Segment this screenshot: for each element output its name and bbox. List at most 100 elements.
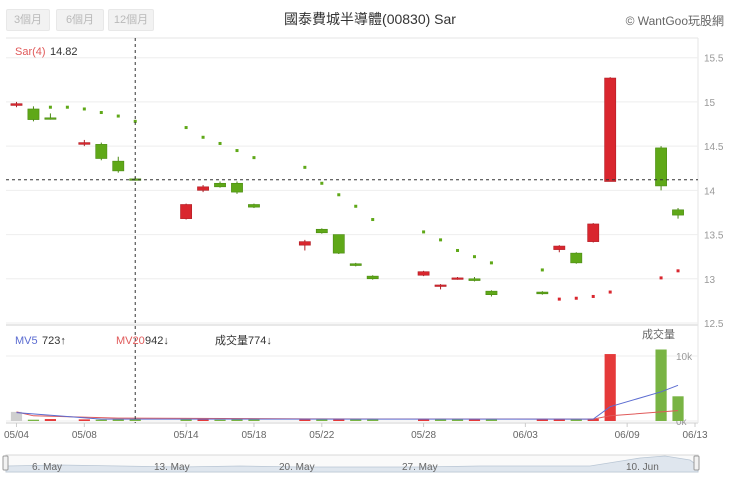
candle-body [78,142,91,145]
sar-point [371,218,375,222]
sar-point [557,297,561,301]
volume-bar [553,419,565,421]
candle-body [112,160,125,172]
candle-body [248,204,260,208]
candle-body [298,241,311,246]
navigator-label: 13. May [154,462,190,473]
volume-bar [214,419,226,421]
sar-point [608,290,612,294]
date-tick-label: 06/03 [513,430,538,441]
date-tick-label: 06/13 [682,430,707,441]
candle-body [231,182,243,193]
sar-point [82,107,86,111]
volume-bar [417,419,430,421]
volume-bar [672,396,684,421]
volume-bar [44,419,57,421]
site-credit[interactable]: © WantGoo玩股網 [625,14,724,28]
sar-point [591,294,595,298]
date-tick-label: 05/22 [309,430,334,441]
sar-point [201,135,205,139]
range-6-months-button[interactable]: 6個月 [56,9,104,31]
mv5-line [16,384,679,420]
candle-body [366,275,379,280]
sar-point [337,193,341,197]
sar-point [676,269,680,273]
sar-point [235,149,239,153]
date-tick-label: 05/28 [411,430,436,441]
sar-point [133,119,137,123]
navigator-series [5,455,699,473]
candle-body [604,77,617,182]
crosshair [6,38,698,423]
volume-bar [248,419,260,421]
volume-bar [587,418,599,421]
volume-bar [536,419,548,421]
volume-tick-label: 10k [676,352,693,363]
candle-body [587,223,600,242]
date-tick-label: 05/08 [72,430,97,441]
volume-bar [129,419,141,421]
candle-body [44,117,57,120]
navigator-right-handle[interactable] [693,455,700,471]
candle-body [485,290,498,296]
range-3-months-button[interactable]: 3個月 [6,9,50,31]
volume-label: 成交量 [215,333,248,347]
candle-body [180,204,193,219]
navigator-track[interactable] [5,454,699,473]
volume-bar [231,419,243,421]
range-12-months-button[interactable]: 12個月 [108,9,154,31]
sar-point [320,181,324,185]
volume-series [10,349,684,421]
volume-bar [468,419,481,421]
volume-bar [451,419,464,421]
sar-point [472,255,476,259]
volume-bar [434,419,447,421]
volume-bar [299,419,311,421]
navigator-label: 10. Jun [626,462,659,473]
sar-point [574,296,578,300]
navigator-date-labels: 6. May 13. May 20. May 27. May 10. Jun [32,462,659,473]
sar-point [65,105,69,109]
volume-gridlines [6,355,698,422]
volume-bar [197,419,209,421]
mv5-value: 723↑ [42,335,66,347]
mv5-label: MV5 [15,335,38,347]
candle-body [417,271,430,276]
sar-point [540,268,544,272]
mv20-value: 942↓ [145,335,169,347]
candle-body [197,186,209,191]
volume-bar [350,418,362,421]
date-tick-label: 06/09 [615,430,640,441]
volume-value: 774↓ [248,335,272,347]
sar-point [354,204,358,208]
price-tick-label: 15 [704,98,716,109]
sar-point [99,111,103,115]
volume-bar [316,419,328,421]
sar-label: Sar(4) [15,46,46,58]
sar-point [489,261,493,265]
date-tick-label: 05/18 [241,430,266,441]
candle-body [672,209,684,216]
volume-bar [570,419,582,421]
mv20-label: MV20 [116,335,145,347]
price-tick-label: 14 [704,186,716,197]
sar-point [422,230,426,234]
candle-body [570,252,583,264]
navigator[interactable]: 6. May 13. May 20. May 27. May 10. Jun [2,454,700,473]
navigator-label: 27. May [402,462,438,473]
candle-body [553,245,566,250]
sar-point [116,114,120,118]
navigator-left-handle[interactable] [2,455,9,471]
price-tick-label: 15.5 [704,54,724,65]
volume-bar [180,419,192,421]
sar-point [184,126,188,130]
date-tick-label: 05/14 [174,430,199,441]
candle-body [451,277,464,280]
price-axis: 12.5 13 13.5 14 14.5 15 15.5 [704,54,724,330]
volume-bar [27,419,40,421]
navigator-label: 6. May [32,462,62,473]
candle-body [27,108,40,120]
volume-bar [485,419,498,421]
candle-body [468,278,481,281]
